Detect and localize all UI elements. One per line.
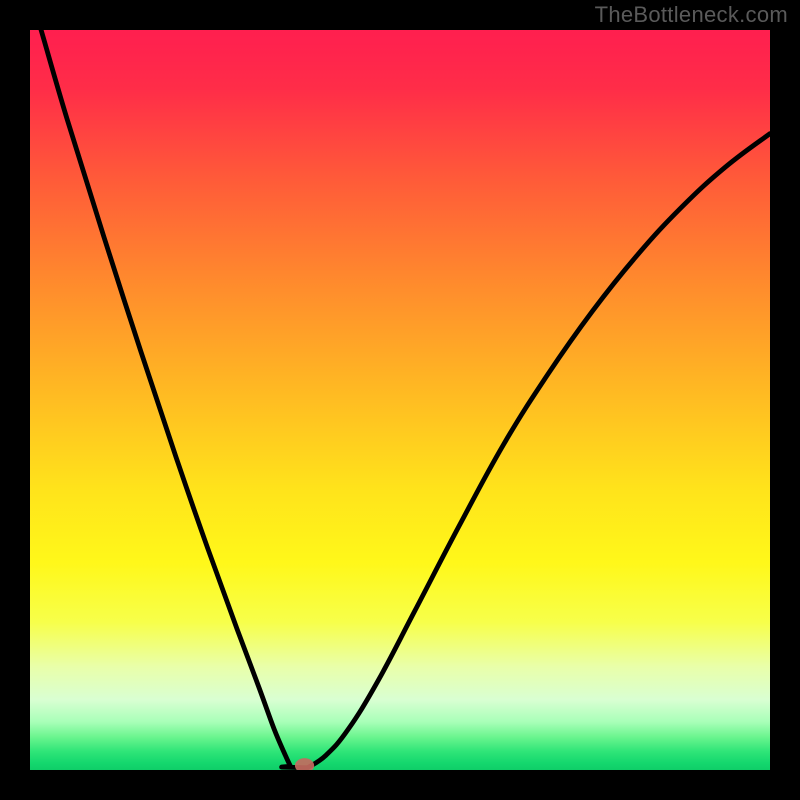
watermark-text: TheBottleneck.com: [595, 2, 788, 28]
gradient-background: [30, 30, 770, 770]
bottleneck-chart: [30, 30, 770, 770]
